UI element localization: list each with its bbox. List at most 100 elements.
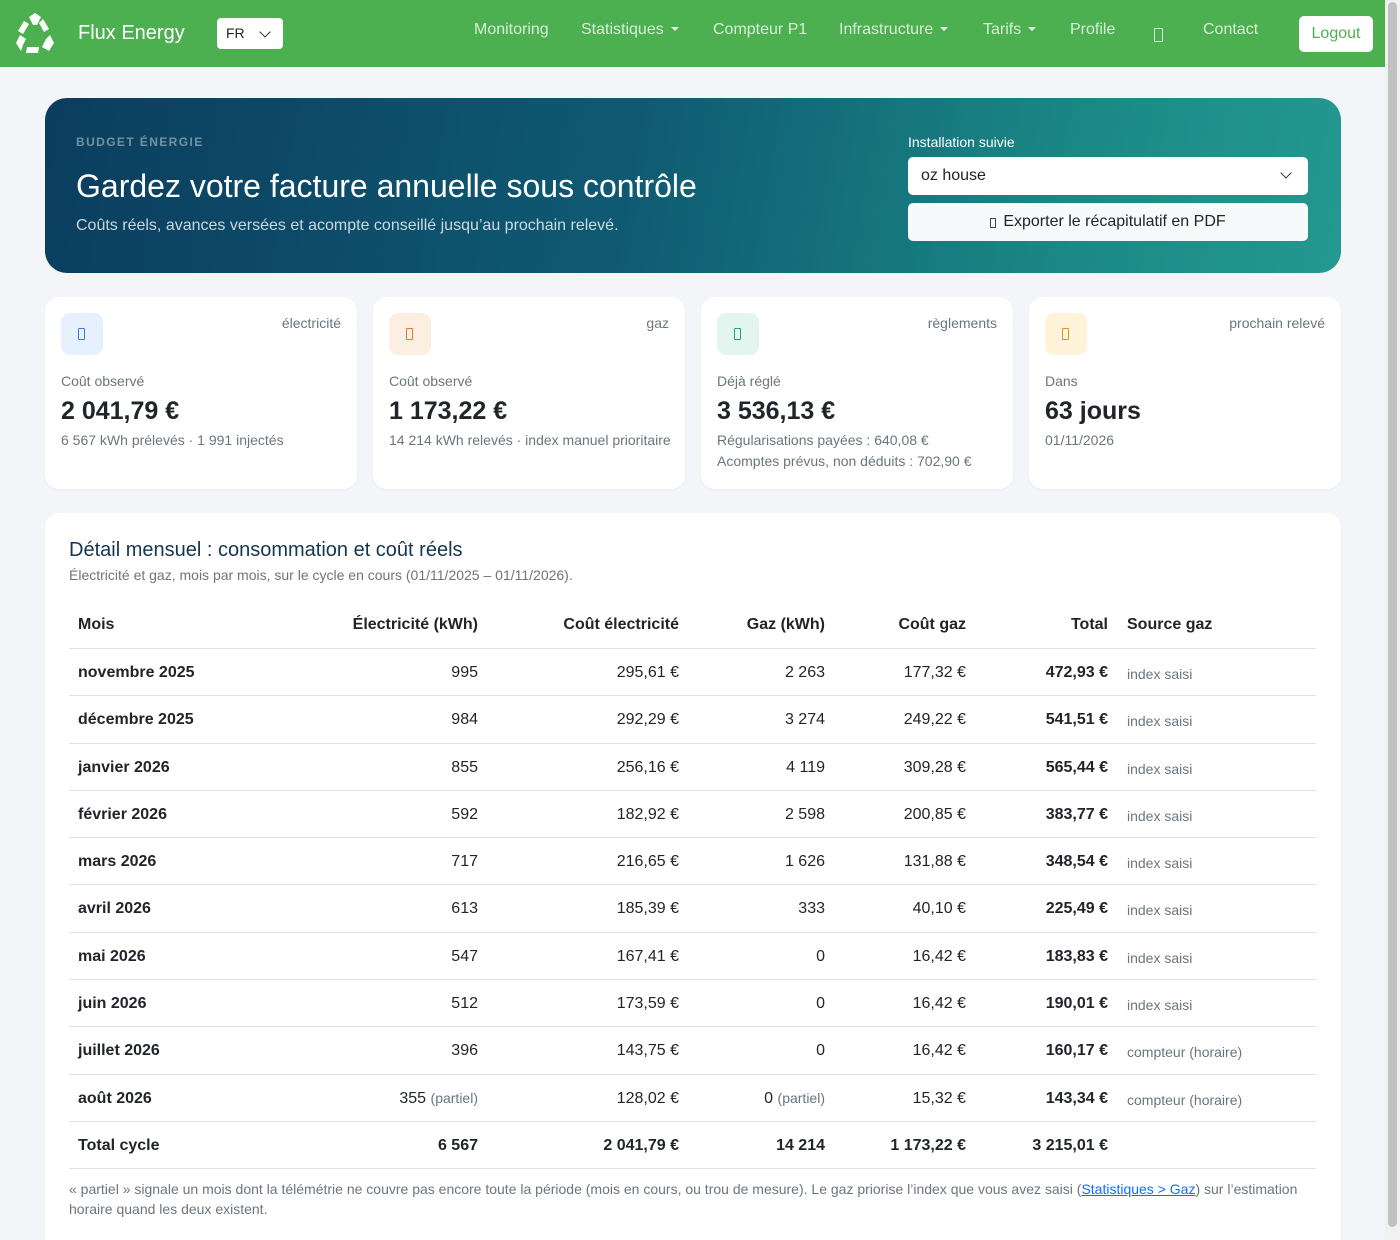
table-row: novembre 2025 995 295,61 € 2 263 177,32 € 472…	[69, 649, 1316, 697]
logout-button[interactable]: Logout	[1299, 16, 1373, 52]
statistiques-gaz-link[interactable]: Statistiques > Gaz	[1081, 1181, 1196, 1197]
total-cout-gaz: 1 173,22 €	[890, 1136, 966, 1154]
cout-gaz-cell-value: 249,22 €	[903, 711, 966, 729]
total-cell: 183,83 €	[1046, 948, 1108, 966]
elec-kwh-cell: 512	[451, 995, 478, 1013]
brand-name[interactable]: Flux Energy	[78, 22, 185, 44]
wallet-icon	[717, 313, 759, 355]
total-cell-value: 160,17 €	[1045, 1042, 1108, 1060]
gaz-kwh-cell: 4 119	[786, 759, 825, 777]
gaz-kwh-cell-value: 0	[816, 995, 825, 1013]
nav-statistiques[interactable]: Statistiques	[581, 21, 679, 39]
month-cell-value: mars 2026	[78, 853, 157, 871]
table-row: décembre 2025 984 292,29 € 3 274 249,22 € 541…	[69, 696, 1316, 744]
elec-kwh-cell: 717	[451, 853, 478, 871]
source-gaz-cell-value: index saisi	[1127, 855, 1193, 872]
month-cell-value: décembre 2025	[78, 711, 194, 729]
source-gaz-cell-value: index saisi	[1127, 760, 1193, 777]
table-row: juillet 2026 396 143,75 € 0 16,42 € 160,17 € c…	[69, 1027, 1316, 1075]
elec-kwh-cell: 547	[451, 948, 478, 966]
total-cell: 348,54 €	[1046, 853, 1108, 871]
monthly-detail-panel: Détail mensuel : consommation et coût ré…	[45, 513, 1341, 1240]
nav-contact[interactable]: Contact	[1203, 21, 1259, 38]
table-row: août 2026 355 (partiel) 128,02 € 0 (partiel…	[69, 1075, 1316, 1122]
card-label: Dans	[1045, 373, 1078, 389]
elec-kwh-cell-value: 984	[451, 711, 478, 729]
recycle-logo-icon[interactable]	[12, 11, 58, 57]
table-row: janvier 2026 855 256,16 € 4 119 309,28 € 565,…	[69, 744, 1316, 791]
nav-infrastructure[interactable]: Infrastructure	[839, 21, 949, 39]
cout-elec-cell: 173,59 €	[617, 995, 679, 1013]
chevron-down-icon	[259, 26, 271, 38]
nav-tarifs[interactable]: Tarifs	[983, 21, 1037, 39]
source-gaz-cell-value: compteur (horaire)	[1127, 1044, 1243, 1061]
total-cell: 143,34 €	[1046, 1090, 1108, 1108]
installation-label: Installation suivie	[908, 134, 1015, 150]
month-cell-value: avril 2026	[78, 900, 151, 918]
gaz-kwh-cell-value: 2 263	[784, 664, 825, 681]
elec-kwh-cell: 396	[451, 1042, 478, 1060]
source-gaz-cell: index saisi	[1127, 713, 1192, 729]
cout-elec-cell: 295,61 €	[617, 664, 679, 682]
cout-elec-cell-value: 128,02 €	[616, 1089, 679, 1107]
total-cell: 383,77 €	[1046, 806, 1108, 824]
installation-select[interactable]: oz house	[908, 157, 1308, 195]
gaz-kwh-cell-value: 0	[764, 1089, 774, 1107]
gaz-kwh-cell: 2 598	[785, 806, 825, 824]
elec-kwh-cell-value: 355	[399, 1089, 427, 1107]
month-cell: novembre 2025	[78, 664, 195, 682]
month-cell: avril 2026	[78, 900, 151, 918]
total-cell-value: 472,93 €	[1045, 664, 1108, 681]
gaz-kwh-cell-value: 2 598	[784, 805, 825, 823]
panel-title: Détail mensuel : consommation et coût ré…	[69, 539, 463, 561]
month-cell: mars 2026	[78, 853, 156, 871]
gaz-kwh-cell-value: 0	[816, 947, 825, 965]
scrollbar-thumb[interactable]	[1388, 2, 1397, 1227]
elec-kwh-cell: 984	[451, 711, 478, 729]
elec-kwh-cell-value: 396	[451, 1042, 478, 1060]
cout-gaz-cell: 177,32 €	[904, 664, 966, 682]
cout-elec-cell: 256,16 €	[617, 759, 679, 777]
card-note: 01/11/2026	[1045, 432, 1115, 448]
cout-elec-cell-value: 182,92 €	[616, 805, 679, 823]
export-pdf-button[interactable]: Exporter le récapitulatif en PDF	[908, 203, 1308, 241]
cout-gaz-cell: 16,42 €	[913, 995, 966, 1013]
card-note: Régularisations payées : 640,08 €	[717, 432, 929, 448]
page-scrollbar[interactable]	[1385, 0, 1400, 1240]
col-header-mois: Mois	[78, 616, 115, 633]
source-gaz-cell: index saisi	[1127, 855, 1192, 871]
nav-profile[interactable]: Profile	[1070, 21, 1116, 38]
col-header-total: Total	[1070, 616, 1108, 633]
card-note: 14 214 kWh relevés · index manuel priori…	[389, 432, 671, 448]
nav-compteur-p1[interactable]: Compteur P1	[713, 21, 808, 38]
card-tag: règlements	[927, 315, 997, 331]
total-cell: 541,51 €	[1046, 711, 1108, 729]
source-gaz-cell: compteur (horaire)	[1127, 1044, 1242, 1060]
elec-kwh-cell: 592	[451, 806, 478, 824]
cout-gaz-cell-value: 309,28 €	[903, 758, 966, 776]
total-cell-value: 541,51 €	[1045, 711, 1108, 729]
source-gaz-cell: index saisi	[1127, 761, 1192, 777]
nav-monitoring[interactable]: Monitoring	[474, 21, 549, 38]
month-cell: mai 2026	[78, 948, 146, 966]
table-row: avril 2026 613 185,39 € 333 40,10 € 225,49 € i…	[69, 885, 1316, 933]
cout-gaz-cell: 15,32 €	[913, 1090, 966, 1108]
table-footnote: « partiel » signale un mois dont la télé…	[69, 1179, 1299, 1219]
lightning-icon	[61, 313, 103, 355]
language-select[interactable]: FR	[217, 18, 283, 49]
dropdown-caret-icon	[940, 27, 949, 31]
hero-subtitle: Coûts réels, avances versées et acompte …	[76, 217, 619, 234]
source-gaz-cell-value: index saisi	[1127, 949, 1193, 966]
gaz-kwh-cell-value: 4 119	[786, 758, 825, 776]
total-cell: 225,49 €	[1046, 900, 1108, 918]
col-header-cout-gaz: Coût gaz	[898, 616, 966, 633]
card-value: 1 173,22 €	[389, 397, 508, 425]
panel-subtitle: Électricité et gaz, mois par mois, sur l…	[69, 567, 573, 583]
notification-icon[interactable]	[1154, 28, 1163, 42]
month-cell-value: juin 2026	[78, 995, 147, 1013]
card-label: Coût observé	[389, 373, 473, 389]
gaz-kwh-cell-value: 3 274	[784, 711, 825, 729]
flame-icon	[389, 313, 431, 355]
month-cell: juin 2026	[78, 995, 146, 1013]
table-total-row: Total cycle 6 567 2 041,79 € 14 214 1 17…	[69, 1122, 1316, 1170]
